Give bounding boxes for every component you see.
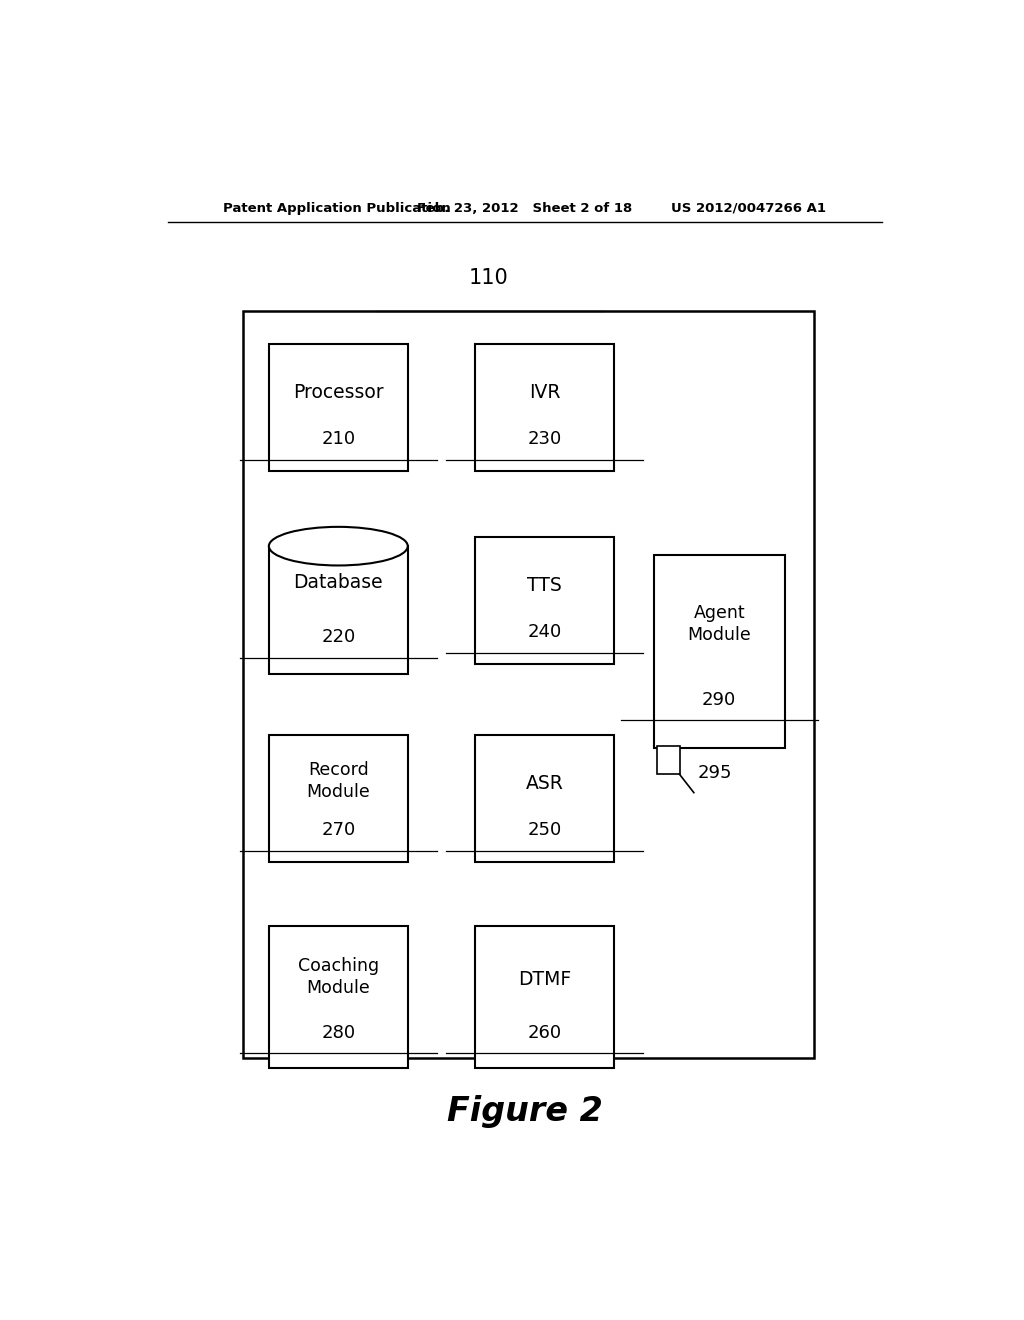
FancyBboxPatch shape xyxy=(243,312,814,1057)
FancyBboxPatch shape xyxy=(657,746,680,775)
Text: 290: 290 xyxy=(702,690,736,709)
FancyBboxPatch shape xyxy=(269,546,408,675)
Text: US 2012/0047266 A1: US 2012/0047266 A1 xyxy=(672,202,826,215)
Ellipse shape xyxy=(269,527,408,565)
FancyBboxPatch shape xyxy=(475,735,614,862)
Text: 250: 250 xyxy=(527,821,562,840)
Text: 270: 270 xyxy=(322,821,355,840)
Text: IVR: IVR xyxy=(528,383,560,401)
Text: Database: Database xyxy=(294,573,383,593)
Text: 210: 210 xyxy=(322,430,355,449)
Text: 110: 110 xyxy=(469,268,509,289)
Text: Agent
Module: Agent Module xyxy=(687,605,752,644)
FancyBboxPatch shape xyxy=(269,925,408,1068)
FancyBboxPatch shape xyxy=(653,554,784,748)
Text: Feb. 23, 2012   Sheet 2 of 18: Feb. 23, 2012 Sheet 2 of 18 xyxy=(417,202,633,215)
FancyBboxPatch shape xyxy=(269,735,408,862)
Text: 280: 280 xyxy=(322,1023,355,1041)
FancyBboxPatch shape xyxy=(269,345,408,471)
Text: 295: 295 xyxy=(697,764,732,783)
Text: TTS: TTS xyxy=(527,576,562,595)
Text: ASR: ASR xyxy=(525,774,563,793)
Text: 220: 220 xyxy=(322,628,355,647)
Text: Record
Module: Record Module xyxy=(306,760,371,801)
FancyBboxPatch shape xyxy=(475,345,614,471)
Text: 240: 240 xyxy=(527,623,562,642)
Text: DTMF: DTMF xyxy=(518,970,571,990)
Text: 260: 260 xyxy=(527,1023,562,1041)
FancyBboxPatch shape xyxy=(475,925,614,1068)
Text: Processor: Processor xyxy=(293,383,384,401)
Text: Coaching
Module: Coaching Module xyxy=(298,957,379,997)
Text: 230: 230 xyxy=(527,430,562,449)
Text: Patent Application Publication: Patent Application Publication xyxy=(223,202,451,215)
FancyBboxPatch shape xyxy=(475,537,614,664)
Text: Figure 2: Figure 2 xyxy=(446,1096,603,1129)
